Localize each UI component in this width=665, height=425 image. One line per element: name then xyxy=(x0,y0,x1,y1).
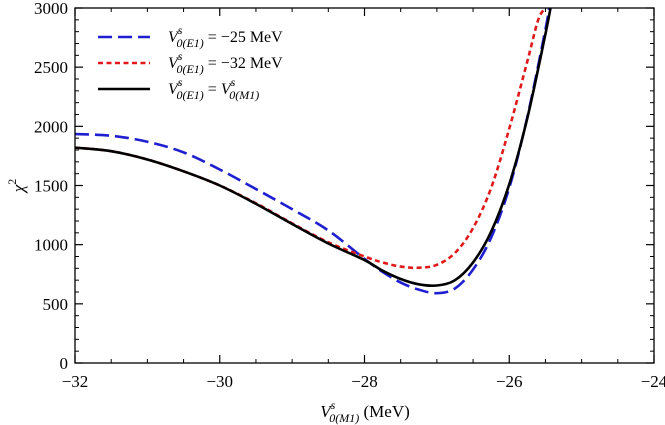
legend-label-3: Vs 0(E1) = Vs 0(M1) xyxy=(168,75,259,102)
y-axis-title: χ2 xyxy=(5,179,28,194)
x-tick-label: −24 xyxy=(641,372,665,391)
x-axis-title: Vs 0(M1) (MeV) xyxy=(320,398,410,425)
y-tick-label: 2500 xyxy=(34,58,68,77)
x-tick-label: −32 xyxy=(62,372,89,391)
series-line-1 xyxy=(75,8,551,295)
y-tick-label: 2000 xyxy=(34,117,68,136)
y-tick-label: 1000 xyxy=(34,236,68,255)
series-layer xyxy=(75,8,552,295)
series-line-2 xyxy=(75,8,547,270)
plot-frame xyxy=(74,7,655,364)
y-tick-label: 1500 xyxy=(34,177,68,196)
y-tick-label: 500 xyxy=(43,295,69,314)
y-tick-label: 3000 xyxy=(34,0,68,18)
ticks-layer: −32 −30 −28 −26 −24 0 500 1000 1500 2000 2500 3000 xyxy=(34,0,665,391)
x-tick-label: −26 xyxy=(496,372,523,391)
x-tick-label: −28 xyxy=(351,372,378,391)
series-line-3 xyxy=(75,8,552,288)
y-tick-label: 0 xyxy=(60,354,69,373)
x-tick-label: −30 xyxy=(206,372,233,391)
legend-label-2: Vs 0(E1) = −32 MeV xyxy=(168,49,283,76)
legend-label-1: Vs 0(E1) = −25 MeV xyxy=(168,23,283,50)
